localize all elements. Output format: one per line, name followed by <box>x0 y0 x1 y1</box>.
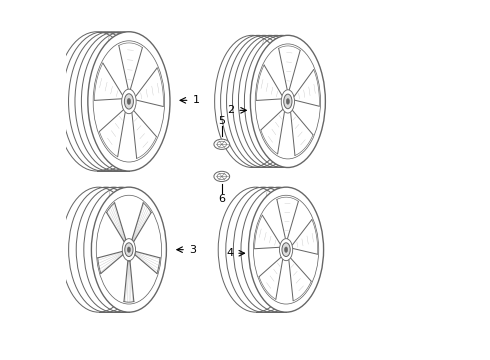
Ellipse shape <box>125 243 133 257</box>
Text: 3: 3 <box>189 245 196 255</box>
Ellipse shape <box>122 89 136 114</box>
Ellipse shape <box>286 99 290 104</box>
Ellipse shape <box>127 247 130 252</box>
Ellipse shape <box>88 32 170 171</box>
Text: 5: 5 <box>218 116 225 126</box>
Ellipse shape <box>92 187 167 312</box>
Ellipse shape <box>127 98 131 104</box>
Ellipse shape <box>281 90 294 113</box>
Ellipse shape <box>284 94 292 109</box>
Ellipse shape <box>214 171 230 181</box>
Ellipse shape <box>284 247 288 252</box>
Ellipse shape <box>250 35 325 167</box>
Ellipse shape <box>214 139 230 149</box>
Text: 4: 4 <box>226 248 233 258</box>
Text: 1: 1 <box>193 95 199 105</box>
Ellipse shape <box>279 239 293 261</box>
Ellipse shape <box>248 187 323 312</box>
Text: 6: 6 <box>218 194 225 203</box>
Ellipse shape <box>282 243 290 257</box>
Ellipse shape <box>122 239 136 261</box>
Ellipse shape <box>124 94 133 109</box>
Text: 2: 2 <box>227 105 234 115</box>
